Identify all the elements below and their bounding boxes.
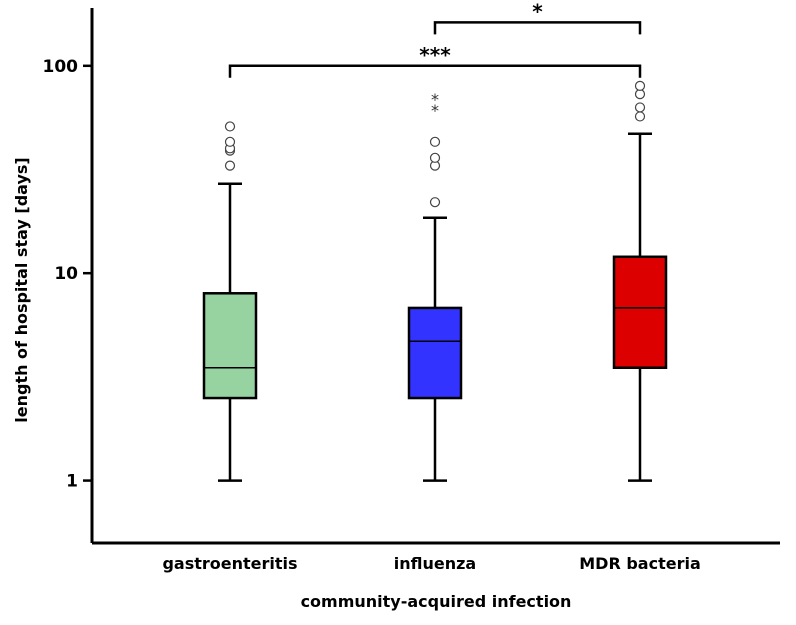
y-tick-label: 100 [43, 57, 79, 77]
outlier-circle [429, 152, 441, 163]
outlier-circle [224, 160, 236, 171]
x-category-label: MDR bacteria [579, 554, 701, 573]
bracket-line [433, 21, 642, 35]
significance-label: *** [419, 43, 451, 67]
y-tick-label: 1 [66, 472, 78, 492]
outlier-circle [429, 136, 441, 147]
significance-brackets: **** [228, 0, 642, 78]
y-axis-title: length of hospital stay [days] [12, 157, 31, 422]
x-category-label: influenza [394, 554, 476, 573]
y-ticks: 1 10 100 [43, 57, 92, 492]
x-axis-title: community-acquired infection [301, 592, 572, 611]
outlier-circle [634, 102, 646, 113]
outlier-star: * [431, 90, 439, 109]
significance-label: * [532, 0, 543, 23]
outlier-circle [634, 80, 646, 92]
axes [90, 8, 780, 545]
box-iqr [612, 255, 668, 369]
bracket-line [228, 64, 642, 78]
y-tick-label: 10 [54, 264, 78, 284]
outlier-circle [224, 121, 236, 132]
x-category-labels: gastroenteritis influenza MDR bacteria [162, 554, 700, 573]
outlier-circle [429, 197, 441, 208]
outlier-circle [634, 111, 646, 122]
box-iqr [202, 292, 258, 400]
box-2 [612, 80, 668, 482]
outlier-circle [224, 136, 236, 147]
box-1: ** [407, 90, 463, 482]
x-category-label: gastroenteritis [162, 554, 297, 573]
box-iqr [407, 306, 463, 400]
box-0 [202, 121, 258, 482]
significance-bracket: * [433, 0, 642, 35]
significance-bracket: *** [228, 43, 642, 78]
outlier-star: * [431, 101, 439, 120]
boxes: ** [202, 80, 668, 482]
